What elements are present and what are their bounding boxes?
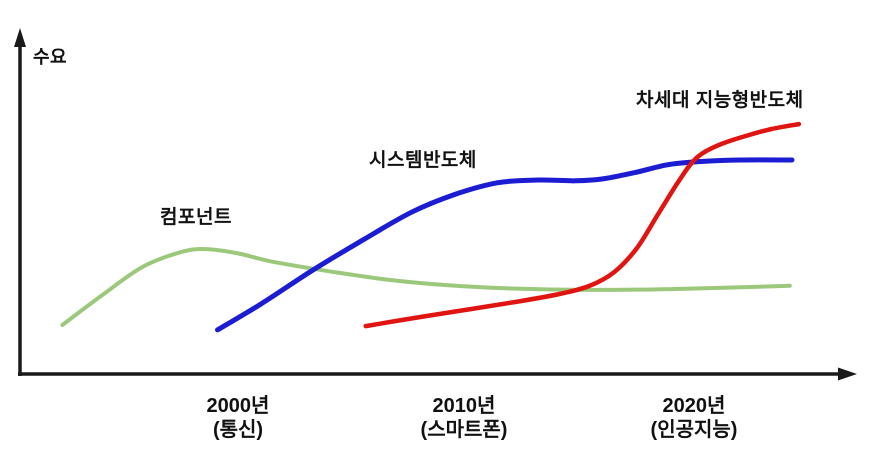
series-label-components: 컴포넌트: [160, 207, 232, 228]
series-curves: [60, 121, 802, 333]
y-axis-arrow-icon: [14, 28, 26, 47]
x-tick-2010: 2010년 (스마트폰): [421, 394, 508, 442]
series-curve-2: [363, 121, 802, 329]
series-label-system-semiconductor: 시스템반도체: [369, 150, 477, 171]
x-tick-2000-era: (통신): [212, 419, 264, 441]
x-tick-2010-era: (스마트폰): [420, 419, 508, 441]
x-tick-2020-era: (인공지능): [650, 419, 738, 441]
x-tick-2000-year: 2000년: [206, 395, 270, 417]
axes: [14, 28, 857, 381]
x-tick-2010-year: 2010년: [432, 395, 496, 417]
x-axis-arrow-icon: [838, 367, 857, 381]
y-axis-label: 수요: [33, 47, 68, 67]
series-label-nextgen-intelligent-semiconductor: 차세대 지능형반도체: [636, 90, 804, 111]
series-curve-1: [215, 157, 795, 333]
x-tick-2020: 2020년 (인공지능): [651, 394, 738, 442]
x-tick-2020-year: 2020년: [662, 395, 726, 417]
series-curve-0: [60, 247, 792, 327]
x-tick-2000: 2000년 (통신): [207, 394, 270, 442]
